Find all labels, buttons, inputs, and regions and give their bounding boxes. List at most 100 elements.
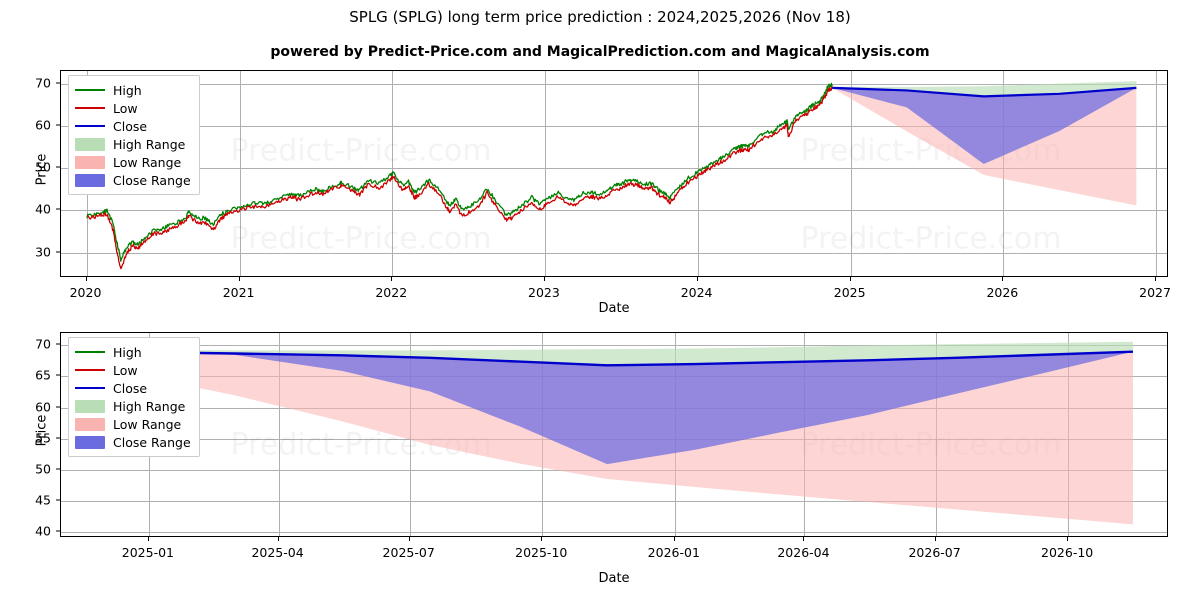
close-price-line <box>832 86 1137 98</box>
legend-item: Close <box>75 117 191 135</box>
overview-x-axis-label: Date <box>598 301 630 316</box>
y-tick-mark <box>56 251 60 253</box>
high-price-line <box>86 82 833 262</box>
overview-plot-area: Predict-Price.comPredict-Price.comPredic… <box>60 70 1168 277</box>
gridline-vertical <box>1156 71 1158 276</box>
x-tick-label: 2022 <box>375 285 408 300</box>
legend-item: Low <box>75 99 191 117</box>
y-tick-label: 70 <box>35 75 51 91</box>
legend-swatch-icon <box>75 399 105 413</box>
x-tick-mark <box>1002 277 1004 281</box>
y-tick-mark <box>56 124 60 126</box>
y-tick-mark <box>56 468 60 470</box>
legend-item-label: High <box>113 82 142 98</box>
legend-swatch-icon <box>75 346 105 358</box>
legend-item: High <box>75 343 191 361</box>
y-tick-label: 30 <box>35 244 51 260</box>
gridline-horizontal <box>61 125 1167 127</box>
y-tick-mark <box>56 374 60 376</box>
forecast-plot-area: Predict-Price.comPredict-Price.com <box>60 332 1168 537</box>
y-tick-label: 55 <box>35 430 51 446</box>
x-tick-label: 2026-07 <box>908 545 961 560</box>
gridline-horizontal <box>61 500 1167 502</box>
gridline-vertical <box>239 71 241 276</box>
legend-item: Low Range <box>75 153 191 171</box>
gridline-horizontal <box>61 531 1167 533</box>
y-tick-mark <box>56 343 60 345</box>
legend-item-label: Low Range <box>113 416 182 432</box>
x-tick-label: 2026-01 <box>647 545 700 560</box>
legend-item-label: Close <box>113 380 148 396</box>
x-tick-label: 2025-10 <box>515 545 568 560</box>
x-tick-label: 2023 <box>528 285 560 300</box>
y-tick-label: 50 <box>35 159 51 175</box>
legend-swatch-icon <box>75 120 105 132</box>
legend-item: Low Range <box>75 415 191 433</box>
y-tick-mark <box>56 406 60 408</box>
legend-item-label: Close <box>113 118 148 134</box>
legend-item: Low <box>75 361 191 379</box>
y-tick-label: 50 <box>35 461 51 477</box>
legend-item: High Range <box>75 135 191 153</box>
gridline-vertical <box>850 71 852 276</box>
close-range-band <box>85 351 1133 465</box>
chart-title: SPLG (SPLG) long term price prediction :… <box>349 8 851 26</box>
legend-swatch-icon <box>75 155 105 169</box>
legend-swatch-icon <box>75 173 105 187</box>
y-tick-label: 40 <box>35 523 51 539</box>
x-tick-mark <box>543 277 545 281</box>
x-tick-mark <box>673 537 675 541</box>
high-range-band <box>832 81 1137 97</box>
legend-swatch-icon <box>75 84 105 96</box>
legend-swatch-icon <box>75 102 105 114</box>
x-tick-mark <box>849 277 851 281</box>
legend-swatch-icon <box>75 435 105 449</box>
legend-item: Close Range <box>75 433 191 451</box>
close-price-line <box>85 350 1134 367</box>
gridline-horizontal <box>61 252 1167 254</box>
gridline-horizontal <box>61 210 1167 212</box>
gridline-vertical <box>544 71 546 276</box>
x-tick-mark <box>1067 537 1069 541</box>
legend-item-label: Low <box>113 362 138 378</box>
x-tick-label: 2025-04 <box>251 545 304 560</box>
x-tick-mark <box>696 277 698 281</box>
x-tick-mark <box>803 537 805 541</box>
y-tick-label: 40 <box>35 201 51 217</box>
legend-swatch-icon <box>75 364 105 376</box>
x-tick-mark <box>408 537 410 541</box>
gridline-horizontal <box>61 345 1167 347</box>
y-tick-label: 65 <box>35 367 51 383</box>
gridline-vertical <box>278 333 280 536</box>
x-tick-mark <box>391 277 393 281</box>
low-price-line <box>86 86 833 270</box>
x-tick-label: 2021 <box>222 285 255 300</box>
y-tick-mark <box>56 530 60 532</box>
overview-series <box>86 81 1137 270</box>
legend-item-label: High <box>113 344 142 360</box>
forecast-series <box>85 341 1134 525</box>
gridline-horizontal <box>61 168 1167 170</box>
legend-item-label: High Range <box>113 136 186 152</box>
legend-swatch-icon <box>75 137 105 151</box>
close-range-band <box>832 87 1137 164</box>
x-tick-label: 2025 <box>833 285 866 300</box>
y-tick-mark <box>56 166 60 168</box>
y-tick-mark <box>56 82 60 84</box>
legend-item-label: Close Range <box>113 434 191 450</box>
gridline-vertical <box>697 71 699 276</box>
chart-subtitle: powered by Predict-Price.com and Magical… <box>270 44 930 60</box>
legend-swatch-icon <box>75 382 105 394</box>
x-tick-label: 2025-01 <box>121 545 175 560</box>
legend-item: Close Range <box>75 171 191 189</box>
x-tick-label: 2027 <box>1139 285 1171 300</box>
overview-y-axis-label: Price <box>34 153 50 186</box>
x-tick-label: 2026-10 <box>1041 545 1094 560</box>
overview-legend: High Low Close High Range Low Range Close Ran… <box>68 75 200 195</box>
x-tick-mark <box>1155 277 1157 281</box>
legend-item: Close <box>75 379 191 397</box>
y-tick-label: 70 <box>35 336 51 352</box>
y-tick-mark <box>56 499 60 501</box>
legend-item-label: Close Range <box>113 172 191 188</box>
